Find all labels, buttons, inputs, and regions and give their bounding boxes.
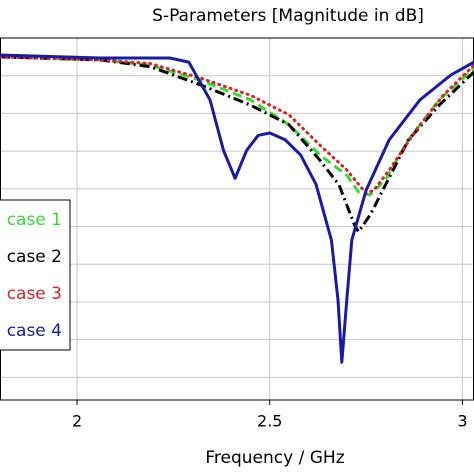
x-tick-label: 2 [72,412,82,431]
line-series [0,55,474,195]
line-series [0,53,474,364]
legend-label: case 2 [7,247,62,267]
x-tick-label: 2.5 [257,412,282,431]
x-axis-label: Frequency / GHz [205,448,344,468]
chart-title: S-Parameters [Magnitude in dB] [152,6,424,26]
legend-label: case 3 [7,284,62,304]
line-series [0,55,474,234]
legend-label: case 4 [7,321,62,341]
legend-label: case 1 [7,210,62,230]
line-series [0,55,474,197]
x-tick-label: 3 [457,412,467,431]
legend: case 1 case 2 case 3 case 4 [0,199,71,351]
legend-box [0,199,71,351]
